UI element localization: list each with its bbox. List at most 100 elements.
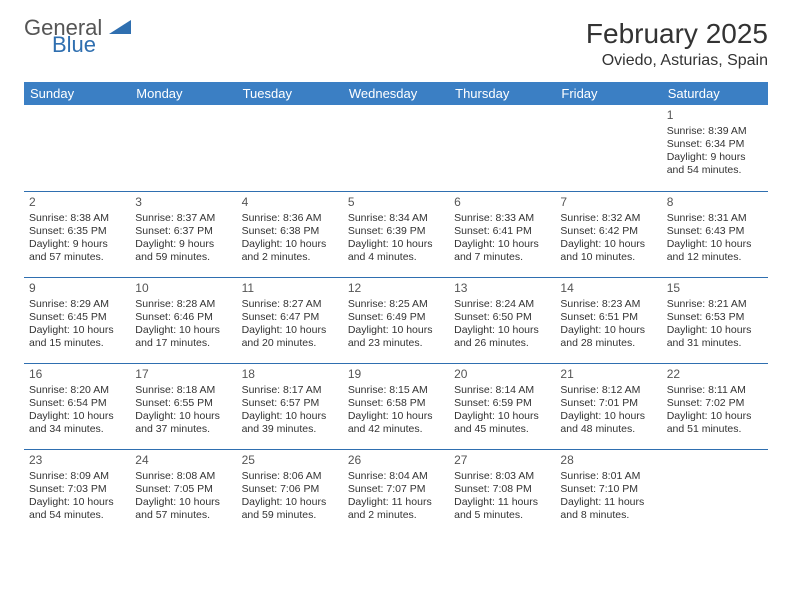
daylight-line: Daylight: 9 hours and 59 minutes. xyxy=(135,238,231,264)
sunrise-line: Sunrise: 8:15 AM xyxy=(348,384,444,397)
day-number: 5 xyxy=(348,195,444,210)
empty-cell xyxy=(449,105,555,191)
day-number: 11 xyxy=(242,281,338,296)
day-cell: 5Sunrise: 8:34 AMSunset: 6:39 PMDaylight… xyxy=(343,191,449,277)
sunset-line: Sunset: 6:45 PM xyxy=(29,311,125,324)
sunset-line: Sunset: 7:07 PM xyxy=(348,483,444,496)
sunset-line: Sunset: 7:10 PM xyxy=(560,483,656,496)
weekday-header: Thursday xyxy=(449,82,555,105)
sunset-line: Sunset: 6:39 PM xyxy=(348,225,444,238)
daylight-line: Daylight: 9 hours and 57 minutes. xyxy=(29,238,125,264)
day-cell: 2Sunrise: 8:38 AMSunset: 6:35 PMDaylight… xyxy=(24,191,130,277)
day-cell: 6Sunrise: 8:33 AMSunset: 6:41 PMDaylight… xyxy=(449,191,555,277)
daylight-line: Daylight: 10 hours and 51 minutes. xyxy=(667,410,763,436)
sunrise-line: Sunrise: 8:33 AM xyxy=(454,212,550,225)
day-cell: 12Sunrise: 8:25 AMSunset: 6:49 PMDayligh… xyxy=(343,277,449,363)
sunset-line: Sunset: 7:05 PM xyxy=(135,483,231,496)
day-number: 19 xyxy=(348,367,444,382)
daylight-line: Daylight: 10 hours and 37 minutes. xyxy=(135,410,231,436)
table-row: 16Sunrise: 8:20 AMSunset: 6:54 PMDayligh… xyxy=(24,363,768,449)
sunrise-line: Sunrise: 8:17 AM xyxy=(242,384,338,397)
day-number: 10 xyxy=(135,281,231,296)
day-cell: 1Sunrise: 8:39 AMSunset: 6:34 PMDaylight… xyxy=(662,105,768,191)
day-cell: 7Sunrise: 8:32 AMSunset: 6:42 PMDaylight… xyxy=(555,191,661,277)
sunset-line: Sunset: 7:06 PM xyxy=(242,483,338,496)
sunset-line: Sunset: 6:37 PM xyxy=(135,225,231,238)
day-number: 8 xyxy=(667,195,763,210)
table-row: 9Sunrise: 8:29 AMSunset: 6:45 PMDaylight… xyxy=(24,277,768,363)
daylight-line: Daylight: 10 hours and 42 minutes. xyxy=(348,410,444,436)
sunrise-line: Sunrise: 8:01 AM xyxy=(560,470,656,483)
sunrise-line: Sunrise: 8:37 AM xyxy=(135,212,231,225)
daylight-line: Daylight: 11 hours and 5 minutes. xyxy=(454,496,550,522)
sunset-line: Sunset: 6:47 PM xyxy=(242,311,338,324)
logo: General Blue xyxy=(24,18,131,56)
day-number: 2 xyxy=(29,195,125,210)
daylight-line: Daylight: 10 hours and 57 minutes. xyxy=(135,496,231,522)
day-number: 27 xyxy=(454,453,550,468)
weekday-header: Tuesday xyxy=(237,82,343,105)
day-cell: 11Sunrise: 8:27 AMSunset: 6:47 PMDayligh… xyxy=(237,277,343,363)
weekday-header: Wednesday xyxy=(343,82,449,105)
page-title: February 2025 xyxy=(586,18,768,50)
table-row: 23Sunrise: 8:09 AMSunset: 7:03 PMDayligh… xyxy=(24,449,768,535)
sunset-line: Sunset: 6:58 PM xyxy=(348,397,444,410)
sunrise-line: Sunrise: 8:11 AM xyxy=(667,384,763,397)
triangle-icon xyxy=(109,18,131,37)
day-number: 21 xyxy=(560,367,656,382)
sunset-line: Sunset: 6:59 PM xyxy=(454,397,550,410)
sunset-line: Sunset: 6:54 PM xyxy=(29,397,125,410)
sunset-line: Sunset: 6:38 PM xyxy=(242,225,338,238)
day-number: 22 xyxy=(667,367,763,382)
logo-text: General Blue xyxy=(24,18,131,56)
day-cell: 4Sunrise: 8:36 AMSunset: 6:38 PMDaylight… xyxy=(237,191,343,277)
daylight-line: Daylight: 10 hours and 54 minutes. xyxy=(29,496,125,522)
day-number: 25 xyxy=(242,453,338,468)
day-number: 28 xyxy=(560,453,656,468)
daylight-line: Daylight: 10 hours and 45 minutes. xyxy=(454,410,550,436)
sunrise-line: Sunrise: 8:03 AM xyxy=(454,470,550,483)
daylight-line: Daylight: 10 hours and 34 minutes. xyxy=(29,410,125,436)
sunrise-line: Sunrise: 8:12 AM xyxy=(560,384,656,397)
sunrise-line: Sunrise: 8:25 AM xyxy=(348,298,444,311)
day-cell: 21Sunrise: 8:12 AMSunset: 7:01 PMDayligh… xyxy=(555,363,661,449)
day-number: 16 xyxy=(29,367,125,382)
daylight-line: Daylight: 10 hours and 48 minutes. xyxy=(560,410,656,436)
sunset-line: Sunset: 6:50 PM xyxy=(454,311,550,324)
sunrise-line: Sunrise: 8:32 AM xyxy=(560,212,656,225)
day-number: 15 xyxy=(667,281,763,296)
location: Oviedo, Asturias, Spain xyxy=(586,52,768,70)
weekday-header: Saturday xyxy=(662,82,768,105)
day-cell: 28 Sunrise: 8:01 AMSunset: 7:10 PMDayligh… xyxy=(555,449,661,535)
sunset-line: Sunset: 7:02 PM xyxy=(667,397,763,410)
daylight-line: Daylight: 10 hours and 12 minutes. xyxy=(667,238,763,264)
day-number: 13 xyxy=(454,281,550,296)
day-number: 6 xyxy=(454,195,550,210)
sunset-line: Sunset: 6:53 PM xyxy=(667,311,763,324)
sunset-line: Sunset: 6:42 PM xyxy=(560,225,656,238)
empty-cell xyxy=(343,105,449,191)
empty-cell xyxy=(24,105,130,191)
day-cell: 16Sunrise: 8:20 AMSunset: 6:54 PMDayligh… xyxy=(24,363,130,449)
daylight-line: Daylight: 10 hours and 2 minutes. xyxy=(242,238,338,264)
empty-cell xyxy=(555,105,661,191)
empty-cell xyxy=(130,105,236,191)
daylight-line: Daylight: 11 hours and 8 minutes. xyxy=(560,496,656,522)
empty-cell xyxy=(237,105,343,191)
daylight-line: Daylight: 10 hours and 23 minutes. xyxy=(348,324,444,350)
day-cell: 14Sunrise: 8:23 AMSunset: 6:51 PMDayligh… xyxy=(555,277,661,363)
title-block: February 2025 Oviedo, Asturias, Spain xyxy=(586,18,768,70)
sunrise-line: Sunrise: 8:18 AM xyxy=(135,384,231,397)
sunrise-line: Sunrise: 8:36 AM xyxy=(242,212,338,225)
sunrise-line: Sunrise: 8:04 AM xyxy=(348,470,444,483)
sunset-line: Sunset: 6:46 PM xyxy=(135,311,231,324)
sunrise-line: Sunrise: 8:31 AM xyxy=(667,212,763,225)
day-cell: 26Sunrise: 8:04 AMSunset: 7:07 PMDayligh… xyxy=(343,449,449,535)
daylight-line: Daylight: 10 hours and 15 minutes. xyxy=(29,324,125,350)
day-cell: 19 Sunrise: 8:15 AMSunset: 6:58 PMDayligh… xyxy=(343,363,449,449)
day-cell: 18Sunrise: 8:17 AMSunset: 6:57 PMDayligh… xyxy=(237,363,343,449)
calendar-body: 1Sunrise: 8:39 AMSunset: 6:34 PMDaylight… xyxy=(24,105,768,535)
day-cell: 23Sunrise: 8:09 AMSunset: 7:03 PMDayligh… xyxy=(24,449,130,535)
sunset-line: Sunset: 6:51 PM xyxy=(560,311,656,324)
day-cell: 15Sunrise: 8:21 AMSunset: 6:53 PMDayligh… xyxy=(662,277,768,363)
